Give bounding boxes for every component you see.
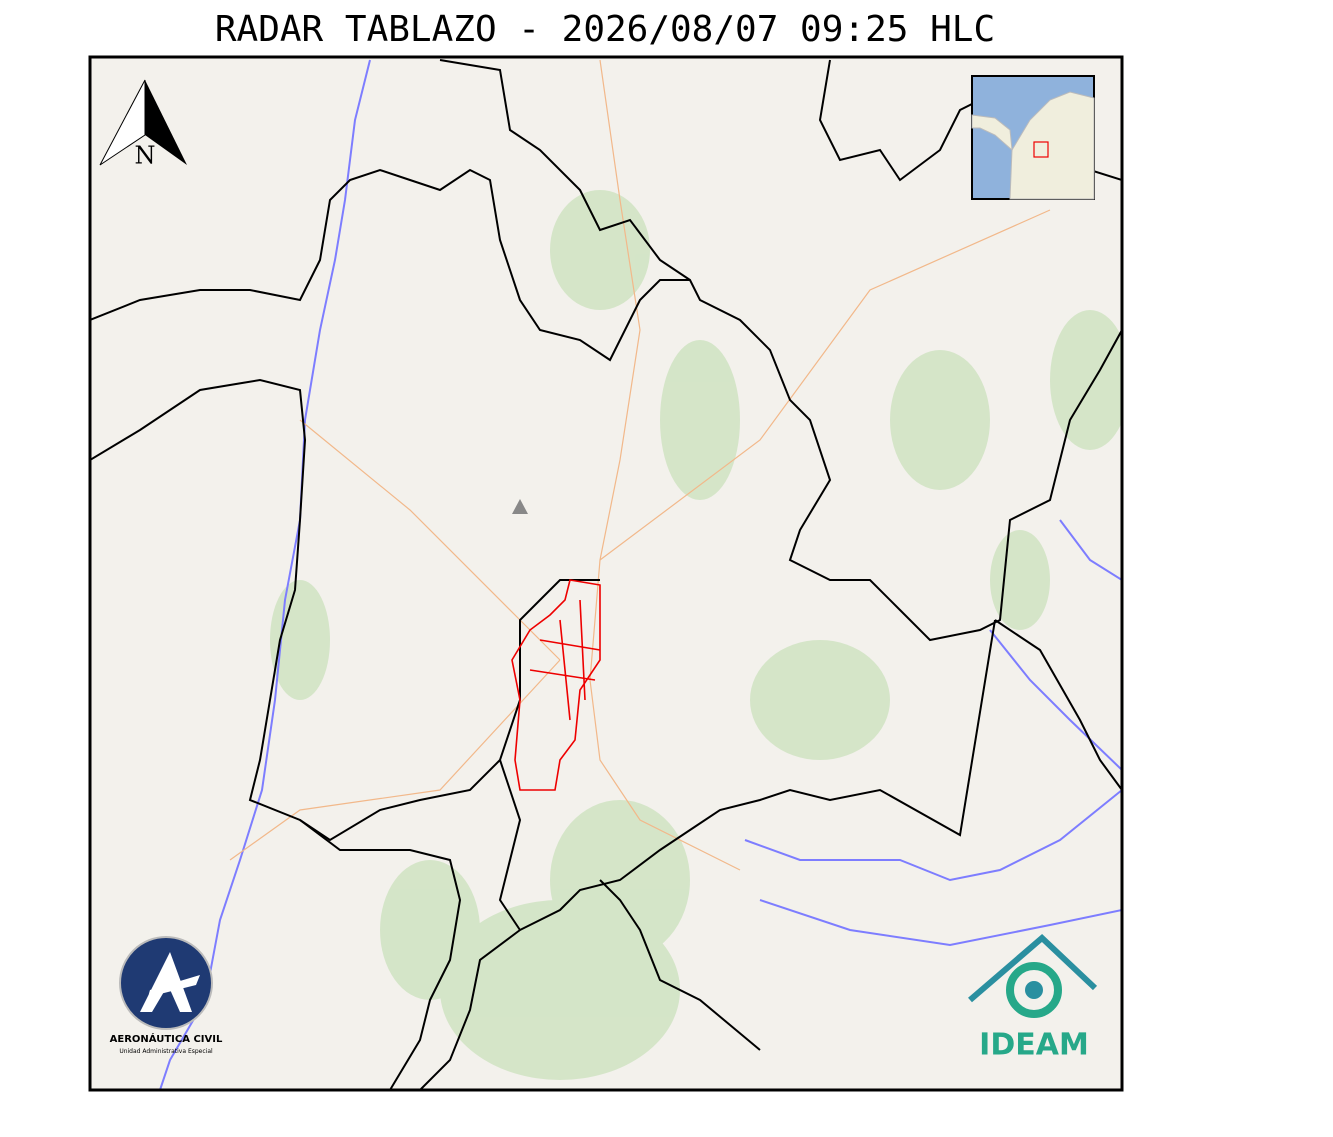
north-label: N [135,142,156,170]
logo-text: AERONÁUTICA CIVIL [110,1032,223,1045]
logo-text: IDEAM [979,1028,1089,1063]
map [90,57,1122,1090]
aerocivil-logo: AERONÁUTICA CIVIL Unidad Administrativa … [110,936,223,1055]
map-frame [88,55,1124,1092]
radar-site [512,499,528,514]
logo-text: Unidad Administrativa Especial [119,1048,213,1055]
inset-map [971,75,1095,200]
north-arrow: N [99,79,187,170]
title: RADAR TABLAZO - 2026/08/07 09:25 HLC [215,9,995,50]
bogota-boundary [511,579,601,791]
ideam-logo: IDEAM [968,933,1098,1063]
